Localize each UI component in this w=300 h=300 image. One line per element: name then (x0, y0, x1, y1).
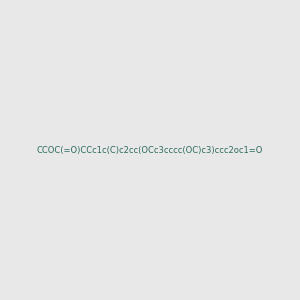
Text: CCOC(=O)CCc1c(C)c2cc(OCc3cccc(OC)c3)ccc2oc1=O: CCOC(=O)CCc1c(C)c2cc(OCc3cccc(OC)c3)ccc2… (37, 146, 263, 154)
